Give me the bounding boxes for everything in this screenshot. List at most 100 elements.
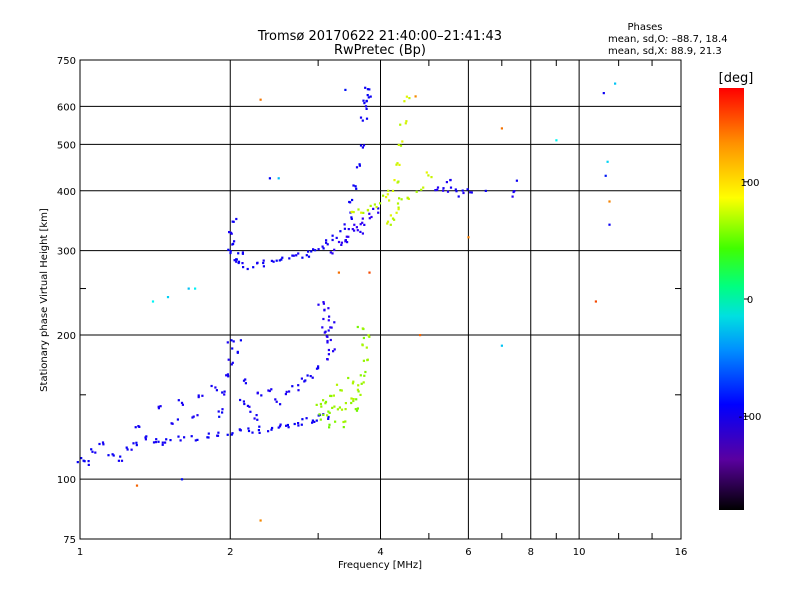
data-point <box>303 380 306 383</box>
data-point <box>161 443 164 446</box>
data-point <box>425 171 428 174</box>
data-point <box>362 211 365 214</box>
data-point <box>594 300 597 303</box>
data-point <box>329 251 332 254</box>
data-point <box>292 254 295 257</box>
data-point <box>307 255 311 258</box>
data-point <box>395 211 398 214</box>
data-point <box>353 223 356 226</box>
data-point <box>192 415 195 418</box>
data-points <box>76 82 617 522</box>
data-point <box>399 144 403 147</box>
data-point <box>350 216 353 219</box>
data-point <box>226 433 229 436</box>
y-tick-label: 500 <box>57 140 76 151</box>
data-point <box>326 339 329 343</box>
data-point <box>335 383 339 386</box>
data-point <box>355 226 358 229</box>
data-point <box>313 420 316 423</box>
data-point <box>251 431 254 434</box>
data-point <box>401 140 404 143</box>
data-point <box>288 390 291 393</box>
data-point <box>179 439 182 442</box>
data-point <box>223 390 226 393</box>
data-point <box>244 378 247 381</box>
data-point <box>331 238 334 242</box>
data-point <box>300 423 303 426</box>
data-point <box>397 206 400 209</box>
data-point <box>360 211 363 214</box>
data-point <box>449 186 453 189</box>
data-point <box>368 88 371 91</box>
data-point <box>230 232 233 235</box>
data-point <box>275 400 278 403</box>
data-point <box>555 139 558 142</box>
data-point <box>408 97 411 100</box>
data-point <box>297 422 300 425</box>
data-point <box>337 240 341 244</box>
data-point <box>340 243 343 246</box>
data-point <box>363 102 366 105</box>
data-point <box>277 177 280 180</box>
data-point <box>233 259 236 262</box>
data-point <box>157 440 160 443</box>
data-point <box>344 240 347 243</box>
data-point <box>281 256 284 259</box>
data-point <box>608 223 611 226</box>
data-point <box>362 336 365 340</box>
data-point <box>454 188 457 191</box>
colorbar-tick-label: 0 <box>747 295 753 306</box>
data-point <box>322 247 325 250</box>
data-point <box>327 353 330 356</box>
data-point <box>297 384 300 387</box>
data-point <box>457 195 460 198</box>
data-point <box>246 404 249 407</box>
data-point <box>239 339 242 342</box>
data-point <box>231 361 234 364</box>
data-point <box>210 384 213 388</box>
data-point <box>436 186 440 189</box>
data-point <box>352 211 355 214</box>
data-point <box>280 258 283 261</box>
data-point <box>285 390 288 393</box>
data-point <box>327 307 330 310</box>
data-point <box>177 435 180 438</box>
data-point <box>132 442 135 445</box>
data-point <box>351 382 354 385</box>
data-point <box>361 344 364 347</box>
data-point <box>291 385 294 388</box>
series-upper-dark <box>329 207 380 255</box>
data-point <box>317 303 320 306</box>
data-point <box>262 261 265 265</box>
data-point <box>197 394 200 397</box>
data-point <box>102 443 105 446</box>
data-point <box>300 377 303 380</box>
data-point <box>226 341 229 344</box>
data-point <box>145 435 148 438</box>
series-lower-x-trace <box>315 325 371 429</box>
y-tick-label: 100 <box>57 475 76 486</box>
data-point <box>359 116 363 119</box>
series-lower-hook <box>317 301 336 361</box>
data-point <box>191 416 194 419</box>
data-point <box>319 418 322 421</box>
data-point <box>342 426 345 429</box>
data-point <box>388 199 391 202</box>
data-point <box>217 431 220 434</box>
data-point <box>126 448 129 451</box>
data-point <box>268 177 271 180</box>
plot-frame <box>79 59 682 540</box>
data-point <box>326 335 329 338</box>
data-point <box>327 410 330 413</box>
data-point <box>355 409 359 412</box>
data-point <box>221 411 224 414</box>
data-point <box>325 241 328 244</box>
data-point <box>242 266 245 269</box>
data-point <box>117 459 120 462</box>
data-point <box>398 163 401 166</box>
data-point <box>342 420 345 424</box>
data-point <box>317 248 320 251</box>
data-point <box>333 321 336 324</box>
data-point <box>365 117 369 120</box>
data-point <box>344 420 347 423</box>
